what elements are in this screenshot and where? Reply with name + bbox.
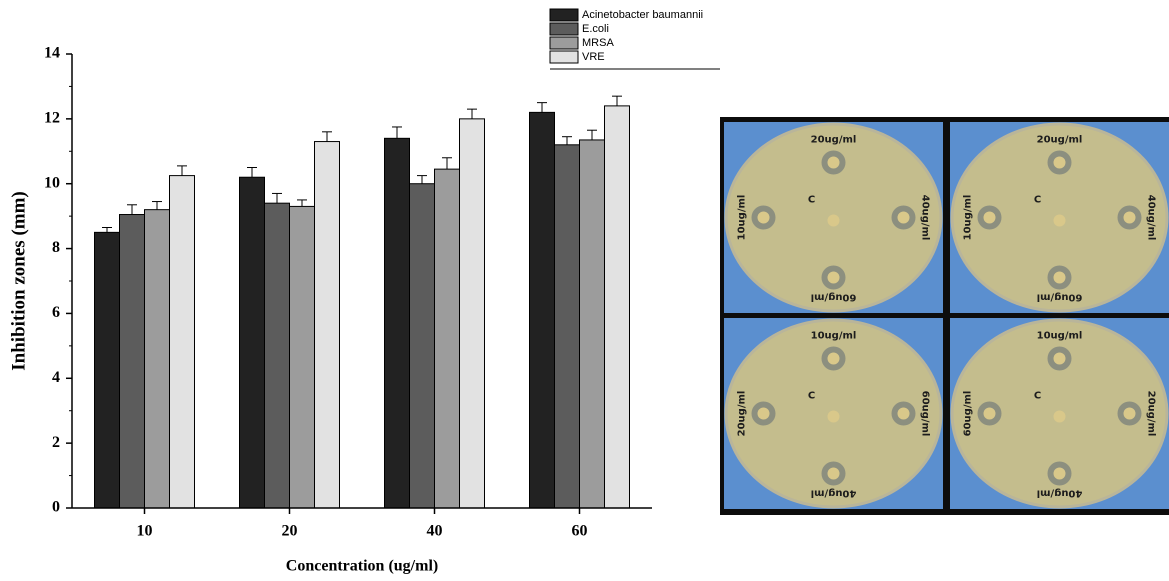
legend-swatch: [549, 8, 579, 22]
plate-label: 40ug/ml: [1146, 195, 1157, 241]
error-bar: [102, 226, 112, 233]
x-tick-label: 40: [427, 523, 443, 540]
error-bar: [127, 204, 137, 215]
plate-label: 60ug/ml: [811, 292, 857, 303]
bar: [94, 231, 120, 509]
x-tick-label: 60: [572, 523, 588, 540]
error-bar: [442, 157, 452, 170]
plate-label: 40ug/ml: [920, 195, 931, 241]
plate-label: 20ug/ml: [811, 135, 857, 146]
error-bar: [392, 126, 402, 139]
error-bar: [467, 108, 477, 119]
legend-swatch: [549, 22, 579, 36]
disk: [1053, 352, 1066, 365]
plate-label: 10ug/ml: [963, 195, 974, 241]
error-bar: [297, 199, 307, 207]
plate-label: 20ug/ml: [737, 391, 748, 437]
disk: [1053, 410, 1066, 423]
disk: [1053, 156, 1066, 169]
bar: [264, 202, 290, 509]
x-tick-label: 20: [282, 523, 298, 540]
disk: [897, 211, 910, 224]
x-axis-title: Concentration (ug/ml): [286, 558, 438, 575]
disk: [983, 211, 996, 224]
plate-label: 10ug/ml: [737, 195, 748, 241]
error-bar: [587, 129, 597, 140]
y-axis-title: Inhibition zones (mm): [8, 191, 29, 370]
bar: [289, 205, 315, 509]
y-tick-label: 2: [52, 434, 60, 451]
error-bar: [247, 167, 257, 178]
legend-label: MRSA: [582, 37, 614, 49]
error-bar: [152, 201, 162, 210]
disk: [1123, 211, 1136, 224]
legend-label: E.coli: [582, 23, 609, 35]
plate-label: C: [808, 391, 815, 402]
error-bar: [272, 192, 282, 204]
y-tick-label: 14: [44, 45, 60, 62]
error-bar: [322, 131, 332, 142]
bar: [169, 175, 195, 509]
plate-label: 10ug/ml: [811, 331, 857, 342]
plate-label: 60ug/ml: [1037, 292, 1083, 303]
error-bar: [537, 102, 547, 113]
plate-label: 40ug/ml: [1037, 488, 1083, 499]
y-tick-label: 0: [52, 499, 60, 516]
y-tick-label: 8: [52, 239, 60, 256]
bar: [604, 105, 630, 509]
legend-swatch: [549, 50, 579, 64]
bar: [384, 137, 410, 509]
disk: [827, 352, 840, 365]
disk: [983, 407, 996, 420]
plate-label: 40ug/ml: [811, 488, 857, 499]
bar: [409, 183, 435, 509]
disk: [827, 271, 840, 284]
bar: [239, 176, 265, 509]
error-bar: [177, 165, 187, 176]
disk: [827, 156, 840, 169]
bar: [459, 118, 485, 509]
bar: [579, 139, 605, 509]
error-bar: [417, 175, 427, 184]
disk: [827, 467, 840, 480]
y-tick-label: 12: [44, 110, 60, 127]
bar: [554, 144, 580, 509]
plate-label: 20ug/ml: [1037, 135, 1083, 146]
error-bar: [612, 95, 622, 106]
bar: [144, 209, 170, 509]
plate-label: C: [1034, 391, 1041, 402]
disk: [827, 214, 840, 227]
legend-label: VRE: [582, 51, 605, 63]
disk: [827, 410, 840, 423]
plate-label: 60ug/ml: [920, 391, 931, 437]
disk: [757, 407, 770, 420]
bar: [529, 111, 555, 509]
legend-label: Acinetobacter baumannii: [582, 9, 703, 21]
disk: [1053, 271, 1066, 284]
plate-label: 20ug/ml: [1146, 391, 1157, 437]
plate-label: 10ug/ml: [1037, 331, 1083, 342]
x-tick-label: 10: [137, 523, 153, 540]
bar: [314, 141, 340, 509]
bar: [119, 214, 145, 509]
disk: [1123, 407, 1136, 420]
plate-label: 60ug/ml: [963, 391, 974, 437]
disk: [1053, 214, 1066, 227]
disk: [897, 407, 910, 420]
y-tick-label: 4: [52, 369, 60, 386]
plate-label: C: [1034, 195, 1041, 206]
error-bar: [562, 136, 572, 145]
disk: [1053, 467, 1066, 480]
y-tick-label: 10: [44, 174, 60, 191]
legend-swatch: [549, 36, 579, 50]
disk: [757, 211, 770, 224]
bar: [434, 168, 460, 509]
photo-panels: 20ug/ml 60ug/ml 10ug/ml 40ug/ml C 20ug/ml 60ug…: [724, 122, 1169, 509]
plate-label: C: [808, 195, 815, 206]
y-tick-label: 6: [52, 304, 60, 321]
